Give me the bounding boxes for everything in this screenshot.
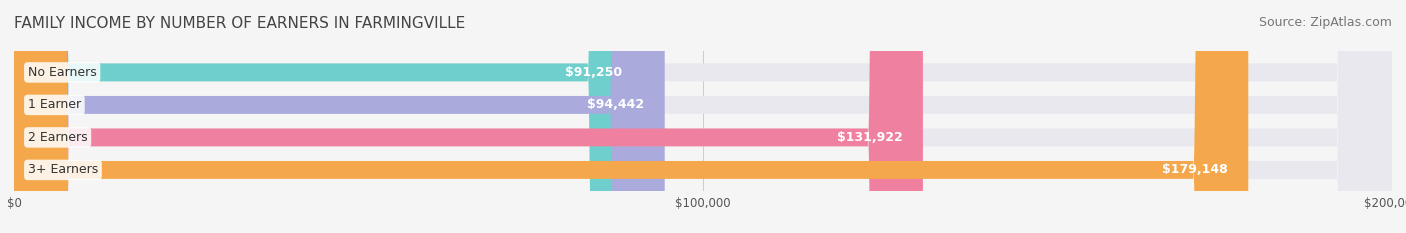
Text: 3+ Earners: 3+ Earners	[28, 163, 98, 176]
FancyBboxPatch shape	[14, 0, 1249, 233]
FancyBboxPatch shape	[14, 0, 643, 233]
FancyBboxPatch shape	[14, 0, 1392, 233]
Text: $179,148: $179,148	[1161, 163, 1227, 176]
Text: $91,250: $91,250	[565, 66, 621, 79]
FancyBboxPatch shape	[14, 0, 665, 233]
Text: Source: ZipAtlas.com: Source: ZipAtlas.com	[1258, 16, 1392, 29]
FancyBboxPatch shape	[14, 0, 1392, 233]
Text: 1 Earner: 1 Earner	[28, 98, 82, 111]
Text: $94,442: $94,442	[586, 98, 644, 111]
Text: FAMILY INCOME BY NUMBER OF EARNERS IN FARMINGVILLE: FAMILY INCOME BY NUMBER OF EARNERS IN FA…	[14, 16, 465, 31]
Text: 2 Earners: 2 Earners	[28, 131, 87, 144]
FancyBboxPatch shape	[14, 0, 1392, 233]
Text: $131,922: $131,922	[837, 131, 903, 144]
Text: No Earners: No Earners	[28, 66, 97, 79]
FancyBboxPatch shape	[14, 0, 1392, 233]
FancyBboxPatch shape	[14, 0, 922, 233]
